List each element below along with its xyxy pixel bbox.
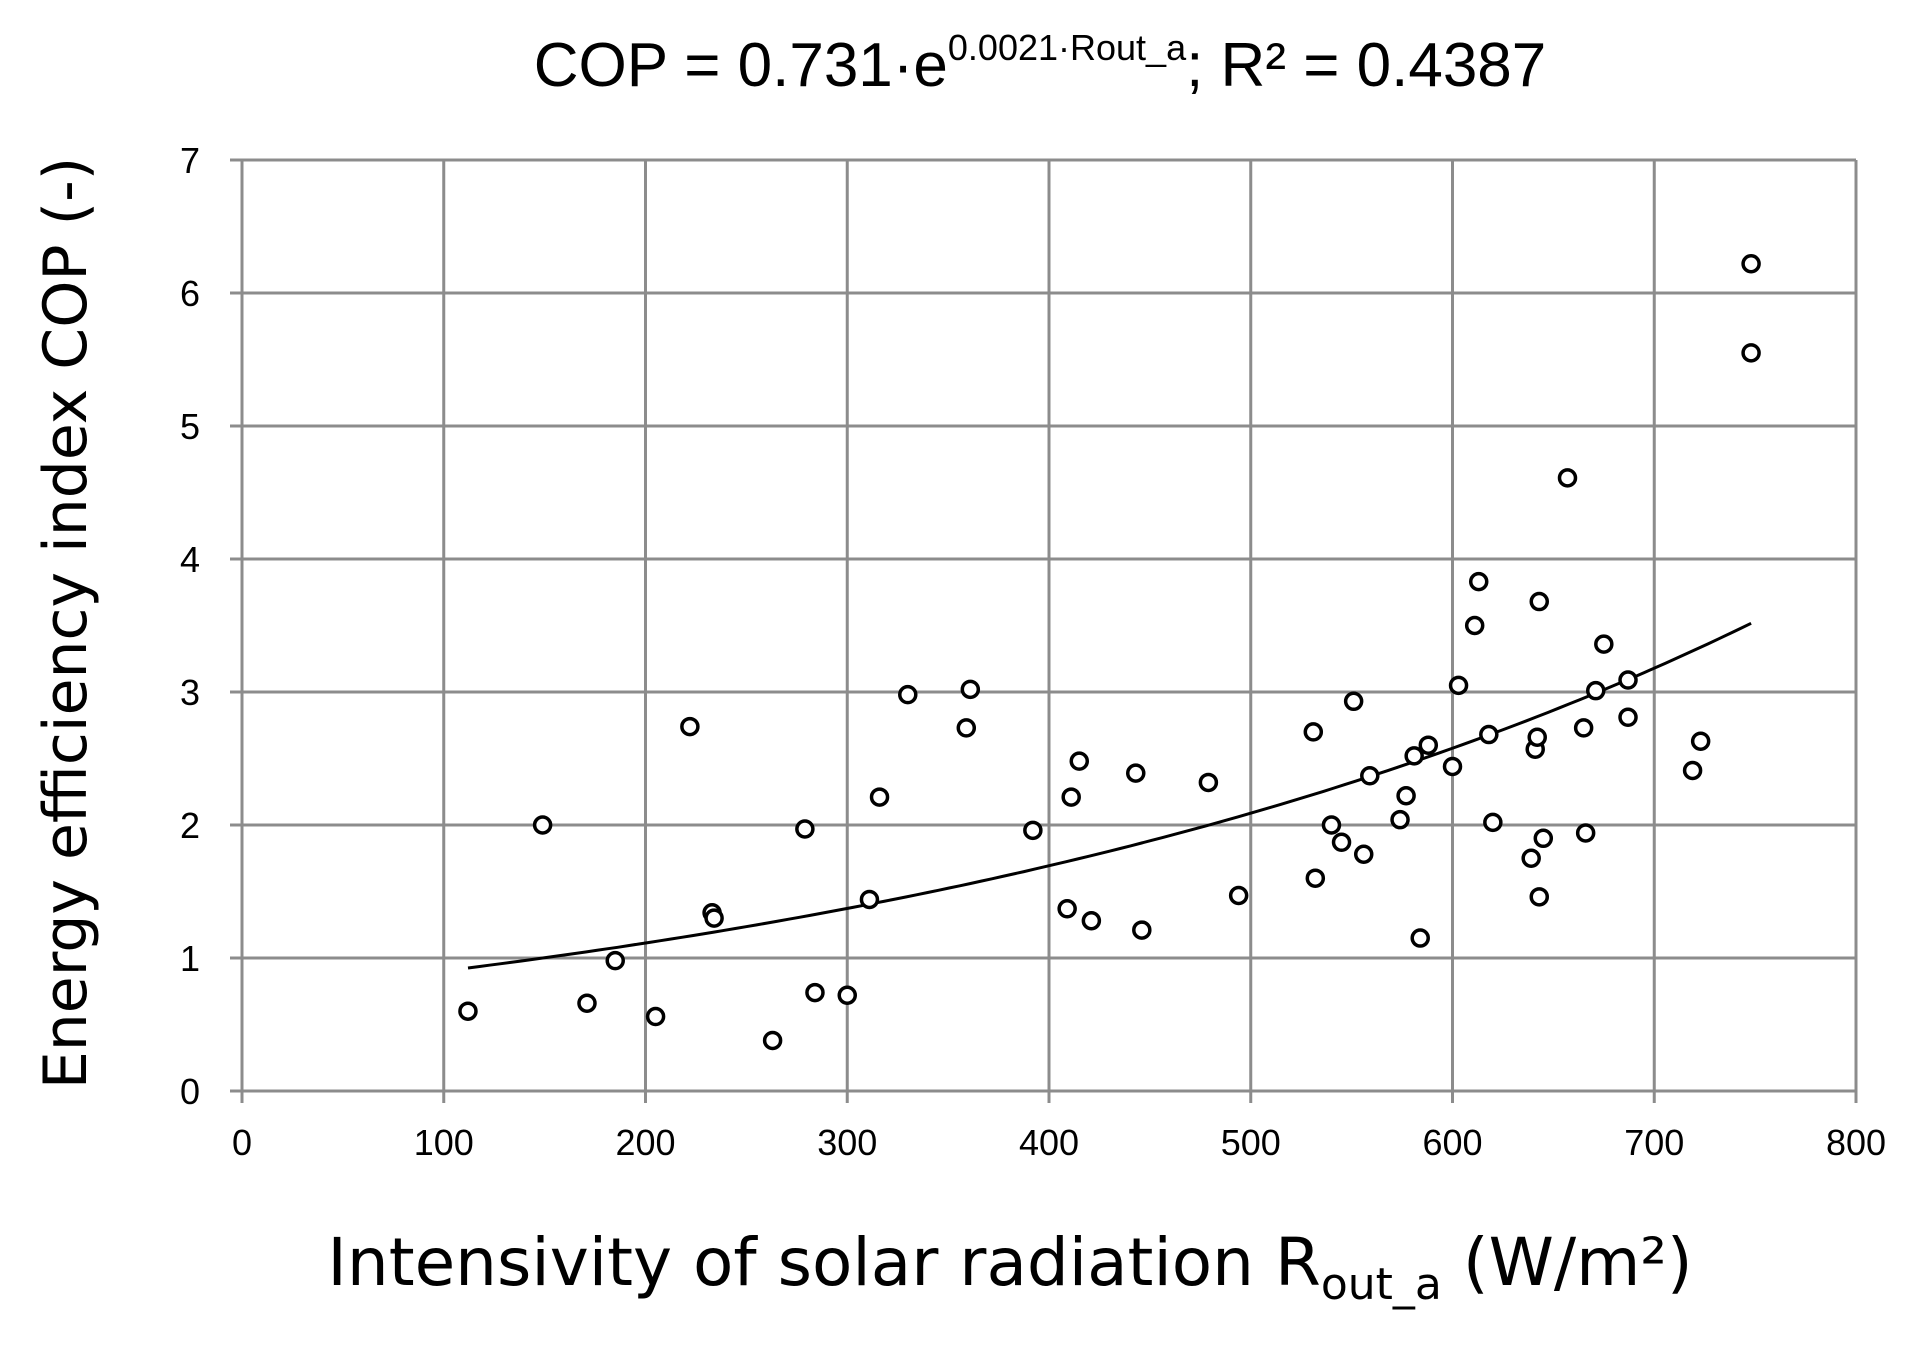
data-point [1557, 468, 1578, 488]
y-axis-ticks: 0 1 2 3 4 5 6 7 [180, 140, 200, 1112]
data-point [458, 1001, 478, 1021]
data-point [1529, 887, 1550, 907]
data-point [1126, 763, 1146, 783]
data-point [1305, 868, 1326, 888]
data-point [1594, 634, 1614, 654]
y-tick-label: 7 [180, 140, 200, 181]
x-tick-label: 0 [232, 1122, 252, 1163]
data-point [1468, 571, 1489, 592]
data-point [1228, 885, 1249, 906]
data-point [1527, 727, 1547, 747]
data-point [1741, 253, 1761, 274]
data-point [1360, 766, 1380, 786]
data-point [1741, 343, 1761, 363]
x-axis-ticks: 0 100 200 300 400 500 600 700 800 [232, 1122, 1886, 1163]
y-tick-label: 5 [180, 406, 200, 447]
data-point [1132, 920, 1152, 940]
data-point [1081, 911, 1102, 931]
x-tick-label: 100 [414, 1122, 474, 1163]
data-point [837, 985, 857, 1005]
title-exponent: 0.0021·Rout_a [948, 27, 1187, 68]
data-point [1529, 591, 1550, 612]
y-tick-label: 4 [180, 539, 200, 580]
x-tick-label: 700 [1624, 1122, 1684, 1163]
data-point [1321, 815, 1342, 835]
grid [230, 158, 1858, 1103]
data-point [1533, 828, 1554, 849]
data-point [680, 716, 700, 737]
y-tick-label: 0 [180, 1071, 200, 1112]
data-point [1448, 675, 1469, 696]
data-point [1618, 670, 1638, 690]
data-point [1396, 785, 1416, 806]
y-tick-label: 6 [180, 273, 200, 314]
data-point [1404, 746, 1424, 766]
x-tick-label: 300 [817, 1122, 877, 1163]
x-tick-label: 600 [1422, 1122, 1482, 1163]
x-axis-label-main: Intensivity of solar radiation R [327, 1224, 1320, 1301]
x-tick-label: 200 [615, 1122, 675, 1163]
data-point [1353, 844, 1374, 865]
data-point [859, 889, 880, 910]
data-points [458, 253, 1761, 1051]
data-point [1464, 615, 1485, 636]
data-point [898, 684, 918, 705]
data-point [762, 1030, 783, 1051]
data-point [1331, 832, 1352, 853]
x-axis-label-subscript: out_a [1321, 1259, 1442, 1310]
y-tick-label: 3 [180, 672, 200, 713]
trendline [467, 621, 1752, 970]
data-point [1575, 823, 1596, 843]
data-point [1303, 722, 1324, 742]
data-point [1479, 724, 1499, 745]
data-point [1442, 756, 1463, 777]
data-point [1573, 718, 1594, 738]
data-point [532, 815, 553, 835]
data-point [704, 908, 724, 928]
data-point [1390, 809, 1410, 830]
data-point [1690, 731, 1711, 751]
data-point [1521, 848, 1541, 868]
data-point [795, 819, 815, 839]
data-point [645, 1006, 666, 1027]
data-point [960, 679, 981, 700]
y-axis-label: Energy efficiency index COP (-) [31, 157, 101, 1089]
data-point [1343, 691, 1364, 712]
data-point [605, 950, 625, 971]
x-tick-label: 800 [1826, 1122, 1886, 1163]
x-axis-label-unit: (W/m²) [1442, 1224, 1693, 1301]
data-point [1198, 772, 1219, 793]
data-point [1061, 787, 1081, 807]
data-point [805, 982, 825, 1003]
x-axis-label: Intensivity of solar radiation Rout_a (W… [327, 1224, 1692, 1310]
title-equation-lhs: COP = 0.731·e [534, 31, 948, 100]
data-point [956, 718, 977, 738]
data-point [1585, 680, 1606, 701]
y-tick-label: 1 [180, 938, 200, 979]
data-point [1618, 707, 1638, 728]
data-point [1069, 751, 1090, 771]
title-equation-rhs: ; R² = 0.4387 [1186, 31, 1546, 100]
y-tick-label: 2 [180, 805, 200, 846]
data-point [1410, 928, 1430, 948]
x-tick-label: 400 [1019, 1122, 1079, 1163]
data-point [1418, 735, 1439, 755]
chart-title: COP = 0.731·e0.0021·Rout_a; R² = 0.4387 [534, 27, 1547, 100]
data-point [869, 787, 890, 807]
data-point [1057, 899, 1077, 919]
data-point [577, 993, 597, 1013]
data-point [1483, 812, 1503, 833]
data-point [1023, 820, 1043, 841]
x-tick-label: 500 [1221, 1122, 1281, 1163]
data-point [1682, 760, 1703, 781]
